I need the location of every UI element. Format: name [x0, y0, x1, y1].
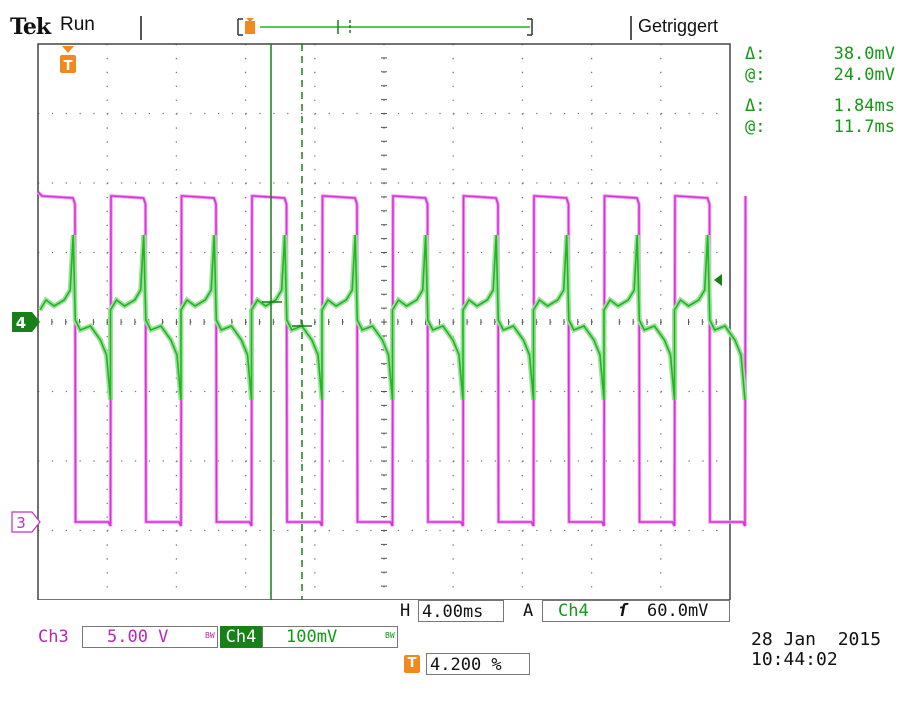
horizontal-scale[interactable]: 4.00ms: [418, 600, 504, 622]
ch4-trace-line: [39, 234, 746, 401]
amplitude-at-value: 24.0mV: [833, 65, 895, 85]
time-at-value: 11.7ms: [833, 117, 895, 137]
ch4-scale: 100mV: [286, 627, 338, 647]
ch3-scale: 5.00 V: [107, 627, 169, 647]
time-at-row: @: 11.7ms: [745, 117, 895, 138]
time-delta-row: Δ: 1.84ms: [745, 96, 895, 117]
status-bar: Tek Run Getriggert: [0, 0, 900, 44]
ch3-ground-marker[interactable]: 3: [11, 511, 41, 533]
ch4-ground-marker[interactable]: 4: [12, 312, 40, 332]
scope-screen: T 4 3: [11, 43, 748, 600]
ch3-label: Ch3: [38, 627, 69, 647]
horizontal-label: H: [400, 601, 411, 621]
trigger-position-marker[interactable]: T: [60, 46, 76, 74]
date: 28 Jan 2015: [751, 629, 882, 650]
trigger-marker-label: T: [64, 59, 73, 74]
amplitude-at-row: @: 24.0mV: [745, 65, 895, 86]
time: 10:44:02: [751, 649, 838, 670]
amplitude-delta-row: Δ: 38.0mV: [745, 44, 895, 65]
record-position-bar[interactable]: [236, 18, 534, 36]
time-delta-label: Δ:: [745, 96, 766, 116]
ch3-waveform: [36, 190, 748, 527]
ch4-waveform: [37, 234, 748, 401]
timestamp: 28 Jan 2015 10:44:02: [751, 630, 881, 670]
ch4-marker-label: 4: [16, 314, 26, 332]
graticule: [37, 43, 731, 600]
trigger-mode: A: [523, 601, 534, 621]
ch4-bandwidth-limit-icon: BW: [385, 631, 395, 640]
trigger-level-arrow-icon[interactable]: [714, 274, 722, 286]
divider: [140, 16, 142, 40]
brand-logo: Tek: [10, 14, 51, 40]
ch4-scale-box[interactable]: 100mV BW: [262, 626, 398, 648]
time-at-label: @:: [745, 117, 766, 137]
trigger-slope-icon: ſ: [618, 601, 629, 621]
time-delta-value: 1.84ms: [833, 96, 895, 116]
ch3-marker-label: 3: [16, 514, 26, 532]
trigger-source: Ch4: [558, 601, 589, 621]
record-trigger-icon: [245, 21, 255, 34]
divider: [630, 16, 632, 40]
cursor-readouts: Δ: 38.0mV @: 24.0mV Δ: 1.84ms @: 11.7ms: [745, 44, 895, 138]
trigger-settings[interactable]: Ch4 ſ 60.0mV: [542, 600, 730, 622]
amplitude-at-label: @:: [745, 65, 766, 85]
ch4-label[interactable]: Ch4: [220, 626, 262, 648]
trigger-position[interactable]: 4.200 %: [426, 653, 530, 675]
trigger-arrow-icon: [62, 46, 74, 53]
acquisition-state: Run: [60, 14, 95, 35]
ch3-scale-box[interactable]: 5.00 V BW: [82, 626, 218, 648]
trigger-position-icon: T: [404, 655, 420, 673]
amplitude-delta-value: 38.0mV: [833, 44, 895, 64]
settings-panel: H 4.00ms A Ch4 ſ 60.0mV Ch3 5.00 V BW Ch…: [0, 600, 900, 693]
trigger-level: 60.0mV: [647, 601, 709, 621]
ch3-trace-line: [37, 191, 747, 527]
amplitude-delta-label: Δ:: [745, 44, 766, 64]
trigger-status: Getriggert: [638, 16, 719, 36]
ch3-bandwidth-limit-icon: BW: [205, 631, 215, 640]
